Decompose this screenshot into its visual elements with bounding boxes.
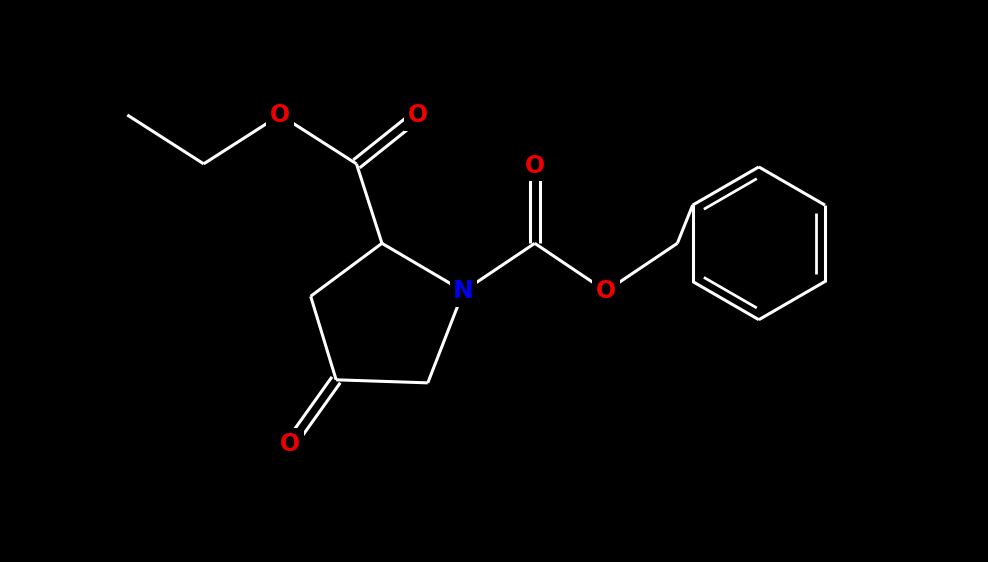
Text: O: O <box>407 103 428 127</box>
Text: O: O <box>525 154 544 178</box>
Text: N: N <box>453 279 474 303</box>
Text: O: O <box>596 279 617 303</box>
Text: O: O <box>270 103 290 127</box>
Text: O: O <box>281 432 300 456</box>
